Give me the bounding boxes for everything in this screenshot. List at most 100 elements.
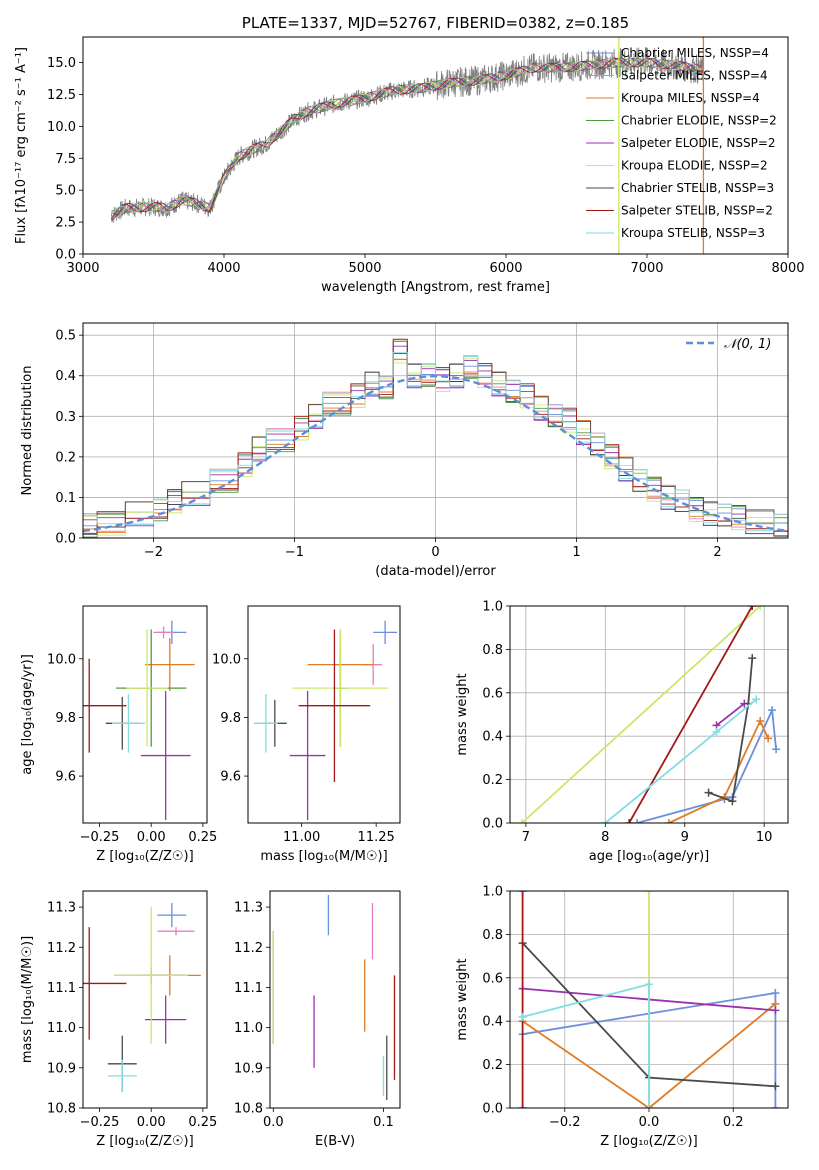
y-tick-label: 0.3: [55, 410, 76, 425]
plot-area: [110, 37, 705, 254]
y-tick-label: 9.8: [55, 711, 76, 726]
model-fit-chabrier_stelib: [110, 57, 704, 221]
panel-mass-vs-Z: −0.25 0.00 0.25 10.8 10.9 11.0 11.1 11.2 11.3 Z […: [20, 890, 217, 1149]
y-axis-label: mass weight: [455, 673, 470, 755]
y-tick-label: 15.0: [47, 56, 76, 71]
weight-marker-chabrier_miles: [771, 988, 780, 997]
histogram-kroupa_stelib: [83, 351, 788, 532]
weight-marker-salpeter_stelib: [748, 606, 757, 610]
y-tick-label: 5.0: [55, 184, 76, 199]
y-tick-label: 0.4: [482, 1015, 503, 1030]
plot-area: [253, 620, 398, 821]
y-tick-label: 10.9: [47, 1061, 76, 1076]
y-tick-label: 12.5: [47, 88, 76, 103]
x-tick-label: 11.25: [358, 830, 395, 845]
y-axis-label: Flux [fλ10⁻¹⁷ erg cm⁻² s⁻¹ A⁻¹]: [14, 47, 29, 244]
y-tick-label: 0.0: [482, 1102, 503, 1117]
weight-marker-chabrier_miles: [771, 1104, 780, 1108]
model-fit-chabrier_elodie: [111, 57, 704, 213]
legend-entry: Kroupa STELIB, NSSP=3: [621, 226, 765, 240]
y-tick-label: 10.9: [234, 1061, 263, 1076]
model-fit-chabrier_miles: [110, 57, 704, 221]
y-tick-label: 10.0: [212, 652, 241, 667]
weight-marker-kroupa_stelib: [601, 819, 610, 823]
model-fit-salpeter_stelib: [110, 57, 704, 220]
legend-entry: 𝒩(0, 1): [724, 337, 771, 352]
legend-entry: Chabrier STELIB, NSSP=3: [621, 181, 774, 195]
x-tick-label: 0.25: [188, 1115, 217, 1130]
axes-frame: [509, 890, 789, 1109]
x-tick-label: 11.00: [283, 830, 320, 845]
panel-age-vs-mass: 11.00 11.25 9.6 9.8 10.0 mass [log₁₀(M/M☉)]: [212, 605, 401, 864]
weight-marker-salpeter_stelib: [518, 1104, 527, 1108]
y-tick-label: 0.0: [55, 248, 76, 263]
weight-line-kroupa_stelib: [522, 983, 650, 1108]
weight-marker-kroupa_stelib: [645, 980, 653, 989]
x-tick-label: 7000: [630, 261, 663, 276]
observed-spectrum: [110, 47, 704, 223]
x-tick-label: 8000: [771, 261, 804, 276]
axes-frame: [82, 605, 208, 824]
weight-line-salpeter_elodie: [715, 702, 745, 727]
y-tick-label: 10.0: [47, 652, 76, 667]
weight-marker-salpeter_stelib: [625, 819, 634, 823]
x-tick-label: −0.25: [80, 1115, 120, 1130]
gaussian-curve: [83, 374, 788, 533]
x-tick-label: 0.00: [137, 830, 166, 845]
histogram-kroupa_miles: [83, 358, 788, 533]
x-tick-label: 7: [522, 830, 530, 845]
legend-entry: Kroupa MILES, NSSP=4: [621, 91, 760, 105]
y-tick-label: 11.2: [234, 941, 263, 956]
x-tick-label: 0.1: [373, 1115, 394, 1130]
y-tick-label: 10.8: [234, 1102, 263, 1117]
panel-massweight-vs-Z: −0.2 0.0 0.2 0.0 0.2 0.4 0.6 0.8 1.0 Z [log₁₀(Z/Z…: [455, 885, 789, 1149]
model-fit-kroupa_miles: [110, 57, 704, 214]
weight-marker-kroupa_elodie: [517, 819, 526, 823]
y-tick-label: 0.2: [55, 450, 76, 465]
y-axis-label: mass weight: [455, 958, 470, 1040]
weight-marker-kroupa_miles: [664, 819, 673, 823]
legend-entry: Salpeter MILES, NSSP=4: [621, 69, 768, 83]
model-fit-kroupa_elodie: [111, 57, 704, 219]
y-tick-label: 11.3: [234, 901, 263, 916]
y-tick-label: 9.6: [55, 770, 76, 785]
x-tick-label: −0.2: [549, 1115, 581, 1130]
y-tick-label: 0.4: [55, 369, 76, 384]
y-axis-label: mass [log₁₀(M/M☉)]: [20, 936, 35, 1063]
weight-marker-chabrier_miles: [772, 745, 781, 754]
x-tick-label: 4000: [207, 261, 240, 276]
weight-marker-kroupa_elodie: [756, 606, 765, 610]
weight-marker-kroupa_elodie: [645, 891, 653, 895]
weight-marker-chabrier_miles: [633, 819, 642, 823]
x-tick-label: −0.25: [80, 830, 120, 845]
y-tick-label: 11.0: [234, 1021, 263, 1036]
x-tick-label: 0.25: [188, 830, 217, 845]
histogram-salpeter_stelib: [83, 338, 788, 534]
panel-residuals: −2 −1 0 1 2 0.0 0.1 0.2 0.3 0.4 0.5 (data-model)/er…: [20, 322, 789, 579]
model-fit-kroupa_stelib: [110, 57, 704, 215]
x-tick-label: 8: [601, 830, 609, 845]
weight-marker-kroupa_miles: [764, 734, 773, 743]
y-tick-label: 0.1: [55, 491, 76, 506]
y-tick-label: 0.2: [482, 1058, 503, 1073]
y-axis-label: age [log₁₀(age/yr)]: [20, 654, 35, 775]
y-tick-label: 10.0: [47, 120, 76, 135]
x-axis-label: wavelength [Angstrom, rest frame]: [321, 280, 550, 295]
axes-frame: [247, 605, 401, 824]
x-tick-label: 9: [681, 830, 689, 845]
x-tick-label: 3000: [66, 261, 99, 276]
x-axis-label: (data-model)/error: [375, 564, 496, 579]
weight-line-kroupa_elodie: [521, 606, 761, 823]
x-tick-label: −1: [285, 545, 304, 560]
y-tick-label: 0.6: [482, 971, 503, 986]
weight-marker-chabrier_stelib: [771, 1082, 780, 1091]
weight-line-kroupa_miles: [522, 1003, 776, 1108]
histogram-chabrier_stelib: [83, 353, 788, 537]
legend-entry: Salpeter STELIB, NSSP=2: [621, 204, 773, 218]
y-tick-label: 9.6: [220, 770, 241, 785]
legend-entry: Salpeter ELODIE, NSSP=2: [621, 136, 776, 150]
x-axis-label: age [log₁₀(age/yr)]: [589, 849, 710, 864]
x-tick-label: 10: [756, 830, 773, 845]
legend: Chabrier MILES, NSSP=4 Salpeter MILES, NS…: [586, 46, 777, 240]
